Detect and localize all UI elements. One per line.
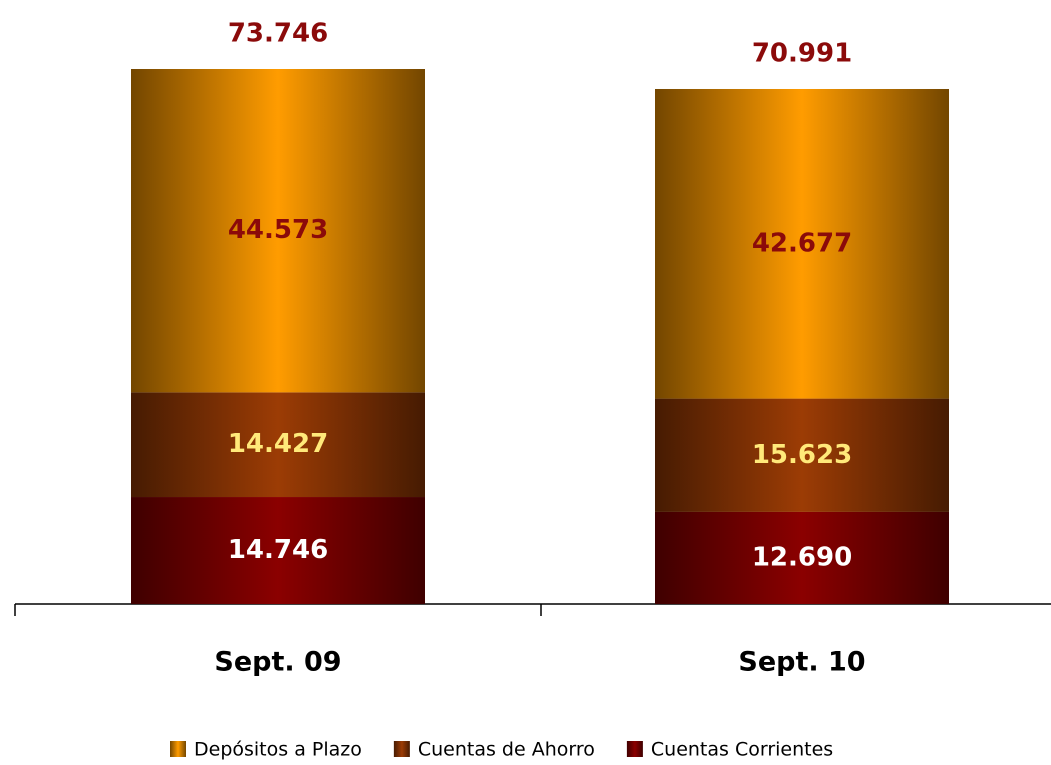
x-tick-label: Sept. 09 [214,647,341,678]
bar-segment [655,398,949,512]
bar-segment [131,392,425,498]
bar-segment [131,69,425,393]
data-label: 14.427 [228,429,328,459]
legend-swatch [626,741,643,757]
bar-segment [131,497,425,604]
total-label: 70.991 [752,38,852,68]
data-label: 15.623 [752,440,852,470]
total-label: 73.746 [228,19,328,49]
data-label: 44.573 [228,215,328,245]
legend-label: Cuentas de Ahorro [418,739,595,761]
legend-label: Depósitos a Plazo [194,739,362,761]
data-label: 42.677 [752,228,852,258]
legend-label: Cuentas Corrientes [651,739,833,761]
legend-swatch [393,741,410,757]
bar-segment [655,88,949,399]
x-tick-label: Sept. 10 [738,647,865,678]
data-label: 14.746 [228,535,328,565]
data-label: 12.690 [752,542,852,572]
bar-segment [655,511,949,604]
legend-swatch [170,741,186,757]
